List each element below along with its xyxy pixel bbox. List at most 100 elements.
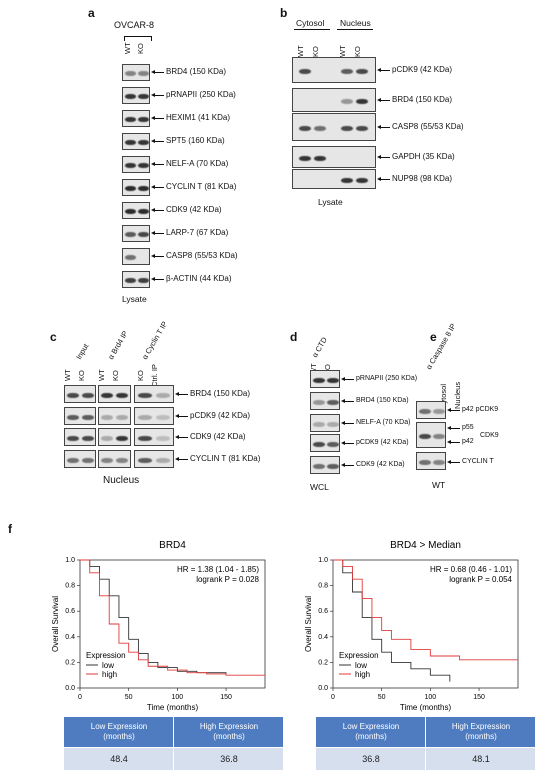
km-ylabel-0: Overall Survival — [51, 596, 60, 652]
label-e-cdk9: CDK9 — [480, 432, 499, 439]
km-ytick-label-0-4: 0.8 — [65, 583, 75, 590]
label-e-p55: p55 — [462, 424, 474, 431]
lane-b-1: WT — [296, 45, 305, 57]
lane-c-4: KO — [111, 370, 120, 381]
band-label-c-1: pCDK9 (42 KDa) — [190, 411, 251, 420]
km-xtick-label-1-1: 50 — [378, 694, 386, 701]
band-blob — [356, 177, 368, 183]
band-blob — [419, 433, 431, 439]
group-nucleus: Nucleus — [340, 18, 371, 28]
blot-b-1 — [292, 88, 376, 112]
lane-c-3: WT — [97, 369, 106, 381]
panel-a-footer: Lysate — [122, 294, 147, 304]
band-blob — [156, 435, 170, 441]
band-blob — [138, 392, 152, 398]
blot-a-0 — [122, 64, 150, 81]
blot-e-1 — [416, 422, 446, 448]
band-arrow — [377, 155, 390, 159]
table-value-0-1: 36.8 — [220, 754, 238, 764]
blot-c-brd4-3 — [98, 450, 131, 468]
band-label-c-3: CYCLIN T (81 KDa) — [190, 454, 261, 463]
panel-c-footer: Nucleus — [103, 475, 140, 486]
band-label-a-1: pRNAPII (250 KDa) — [166, 90, 236, 99]
km-ytick-label-1-3: 0.6 — [318, 608, 328, 615]
band-blob — [82, 435, 94, 441]
band-arrow — [151, 162, 164, 166]
km-logrank-1: logrank P = 0.054 — [449, 575, 512, 584]
band-blob — [299, 125, 311, 131]
blot-d-0 — [310, 370, 340, 388]
km-legend-title-0: Expression — [86, 651, 126, 660]
band-arrow — [447, 426, 460, 430]
table-value-cell-0-0 — [64, 748, 173, 770]
table-value-cell-1-0 — [316, 748, 425, 770]
band-blob — [116, 392, 128, 398]
km-xtick-label-0-2: 100 — [172, 694, 184, 701]
band-arrow — [151, 93, 164, 97]
lane-c-2: KO — [77, 370, 86, 381]
band-blob — [314, 155, 326, 161]
lane-b-2: KO — [311, 46, 320, 57]
band-label-b-0: pCDK9 (42 KDa) — [392, 65, 453, 74]
bracket-cytosol — [294, 29, 330, 30]
blot-c-cyclin-0 — [134, 385, 174, 403]
km-ytick-label-1-2: 0.4 — [318, 634, 328, 641]
band-blob — [138, 232, 149, 237]
band-label-a-7: LARP-7 (67 KDa) — [166, 228, 229, 237]
band-blob — [101, 457, 113, 463]
band-blob — [82, 414, 94, 420]
blot-c-input-3 — [64, 450, 96, 468]
table-head-1-1: High Expression — [452, 722, 510, 731]
panel-f-figure: BRD4 0.0 0.2 0.4 0.6 0.8 1.0 0 50 100 150 Time (mon… — [0, 520, 550, 777]
band-label-a-8: CASP8 (55/53 KDa) — [166, 251, 238, 260]
band-label-a-0: BRD4 (150 KDa) — [166, 67, 227, 76]
band-blob — [101, 435, 113, 441]
blot-a-7 — [122, 225, 150, 242]
panel-f-label: f — [8, 522, 12, 536]
band-blob — [125, 232, 136, 237]
band-arrow — [377, 125, 390, 129]
band-blob — [327, 377, 339, 383]
blot-b-2 — [292, 113, 376, 141]
band-label-a-4: NELF-A (70 KDa) — [166, 159, 229, 168]
table-head-1-0: Low Expression — [343, 722, 399, 731]
band-blob — [101, 392, 113, 398]
km-series-0-high — [80, 559, 265, 676]
lane-c-6: Ctrl. IP — [150, 364, 159, 387]
band-arrow — [341, 377, 354, 381]
label-e-cyclin: CYCLIN T — [462, 458, 494, 465]
band-blob — [327, 463, 339, 469]
panel-e-label: e — [430, 330, 437, 344]
band-arrow — [341, 421, 354, 425]
band-blob — [313, 421, 325, 427]
blot-d-3 — [310, 434, 340, 452]
band-arrow — [151, 70, 164, 74]
km-xlabel-1: Time (months) — [400, 703, 452, 712]
band-blob — [433, 408, 445, 414]
band-arrow — [447, 408, 460, 412]
km-ytick-label-0-3: 0.6 — [65, 608, 75, 615]
blot-a-1 — [122, 87, 150, 104]
blot-a-9 — [122, 271, 150, 288]
table-head-cell-0-0 — [64, 717, 173, 747]
km-xtick-label-1-3: 150 — [473, 694, 485, 701]
table-head-unit-1-0: (months) — [355, 732, 387, 741]
band-blob — [138, 435, 152, 441]
band-blob — [433, 459, 445, 465]
km-title-1: BRD4 > Median — [390, 540, 461, 551]
table-head-unit-0-1: (months) — [213, 732, 245, 741]
band-blob — [125, 278, 136, 283]
table-head-unit-1-1: (months) — [465, 732, 497, 741]
table-value-cell-0-1 — [174, 748, 283, 770]
label-e-p42: p42 — [462, 438, 474, 445]
band-blob — [138, 278, 149, 283]
table-value-1-0: 36.8 — [362, 754, 380, 764]
band-arrow — [175, 414, 188, 418]
band-label-b-4: NUP98 (98 KDa) — [392, 174, 453, 183]
km-ytick-label-0-5: 1.0 — [65, 557, 75, 564]
band-arrow — [151, 208, 164, 212]
cell-line-label: OVCAR-8 — [114, 20, 155, 30]
km-ytick-label-0-2: 0.4 — [65, 634, 75, 641]
band-blob — [341, 177, 353, 183]
bracket-nucleus — [337, 29, 373, 30]
